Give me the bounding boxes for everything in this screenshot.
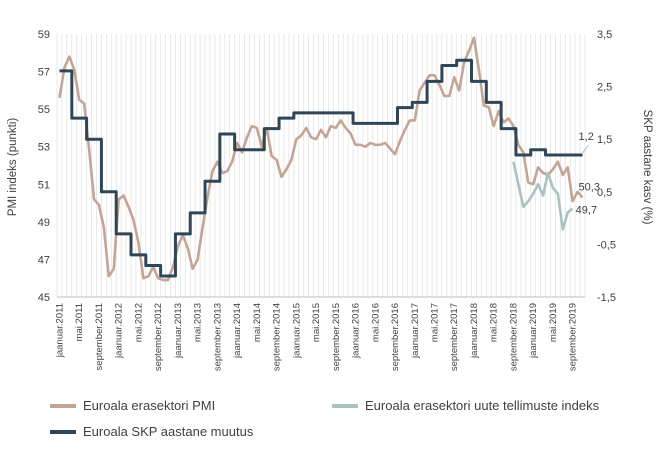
x-tick-label: jaanuar.2017 [410,303,421,359]
y-right-tick-label: -0,5 [597,239,616,251]
annotation-pmi-label: 50,3 [579,181,600,193]
series-layer [58,36,584,282]
x-tick-label: jaanuar.2019 [528,303,539,359]
x-tick-label: mai.2018 [489,303,500,342]
axis-layer: 45 47 49 51 53 55 57 59 -1,5 -0,5 0,5 1,5 2,5 3,5 jaan… [38,29,616,371]
x-tick-label: september.2012 [153,303,164,371]
x-tick-label: jaanuar.2011 [55,303,66,358]
right-axis-title: SKP aastane kasv (%) [641,110,653,225]
y-right-tick-label: 1,5 [597,134,612,146]
x-tick-label: september.2018 [508,303,519,371]
left-axis-title: PMI indeks (punkti) [7,118,19,217]
x-tick-label: mai.2015 [311,303,322,342]
x-tick-label: september.2014 [272,303,283,371]
x-tick-label: jaanuar.2018 [469,303,480,359]
y-left-tick-label: 51 [38,179,50,191]
annotation-leader [582,144,589,154]
x-tick-label: september.2019 [568,303,579,371]
label-layer: 1,2 50,3 49,7 [576,131,600,217]
x-tick-label: jaanuar.2015 [291,303,302,359]
legend-swatch-pmi [50,403,76,408]
x-tick-label: september.2017 [449,303,460,371]
y-right-tick-label: 3,5 [597,29,612,41]
y-left-tick-label: 57 [38,67,50,79]
y-right-tick-label: 0,5 [597,187,612,199]
y-left-tick-label: 53 [38,142,50,154]
x-tick-label: mai.2011 [74,303,85,341]
legend-item-new-orders: Euroala erasektori uute tellimuste indek… [332,398,599,413]
annotation-gdp-label: 1,2 [579,131,594,143]
y-left-tick-label: 59 [38,29,50,41]
y-left-tick-label: 49 [38,217,50,229]
y-left-tick-label: 45 [38,292,50,304]
x-tick-label: jaanuar.2012 [114,303,125,359]
legend: Euroala erasektori PMI Euroala erasektor… [50,396,650,446]
legend-item-gdp: Euroala SKP aastane muutus [50,424,253,439]
x-tick-label: september.2016 [390,303,401,371]
x-tick-label: jaanuar.2016 [351,303,362,359]
x-tick-label: jaanuar.2014 [232,303,243,359]
x-tick-label: mai.2019 [548,303,559,342]
x-tick-label: mai.2012 [133,303,144,342]
x-tick-label: mai.2016 [370,303,381,342]
series-line-0 [58,36,584,282]
y-right-tick-label: 2,5 [597,82,612,94]
annotation-orders-label: 49,7 [576,205,597,217]
y-right-tick-label: -1,5 [597,292,616,304]
y-left-tick-label: 47 [38,254,50,266]
y-left-tick-label: 55 [38,104,50,116]
series-line-1 [512,161,574,231]
legend-label-pmi: Euroala erasektori PMI [83,398,216,413]
x-tick-label: september.2013 [212,303,223,371]
x-tick-label: mai.2017 [430,303,441,342]
legend-swatch-gdp [50,429,76,434]
grid-layer [56,34,586,297]
legend-label-gdp: Euroala SKP aastane muutus [83,424,254,439]
x-tick-label: september.2011 [94,303,105,370]
legend-item-pmi: Euroala erasektori PMI [50,398,215,413]
series-line-2 [59,58,583,278]
x-tick-label: jaanuar.2013 [173,303,184,359]
legend-swatch-new-orders [332,403,358,408]
x-tick-label: mai.2013 [193,303,204,342]
x-tick-label: mai.2014 [252,303,263,342]
x-tick-label: september.2015 [331,303,342,371]
legend-label-new-orders: Euroala erasektori uute tellimuste indek… [365,398,600,413]
